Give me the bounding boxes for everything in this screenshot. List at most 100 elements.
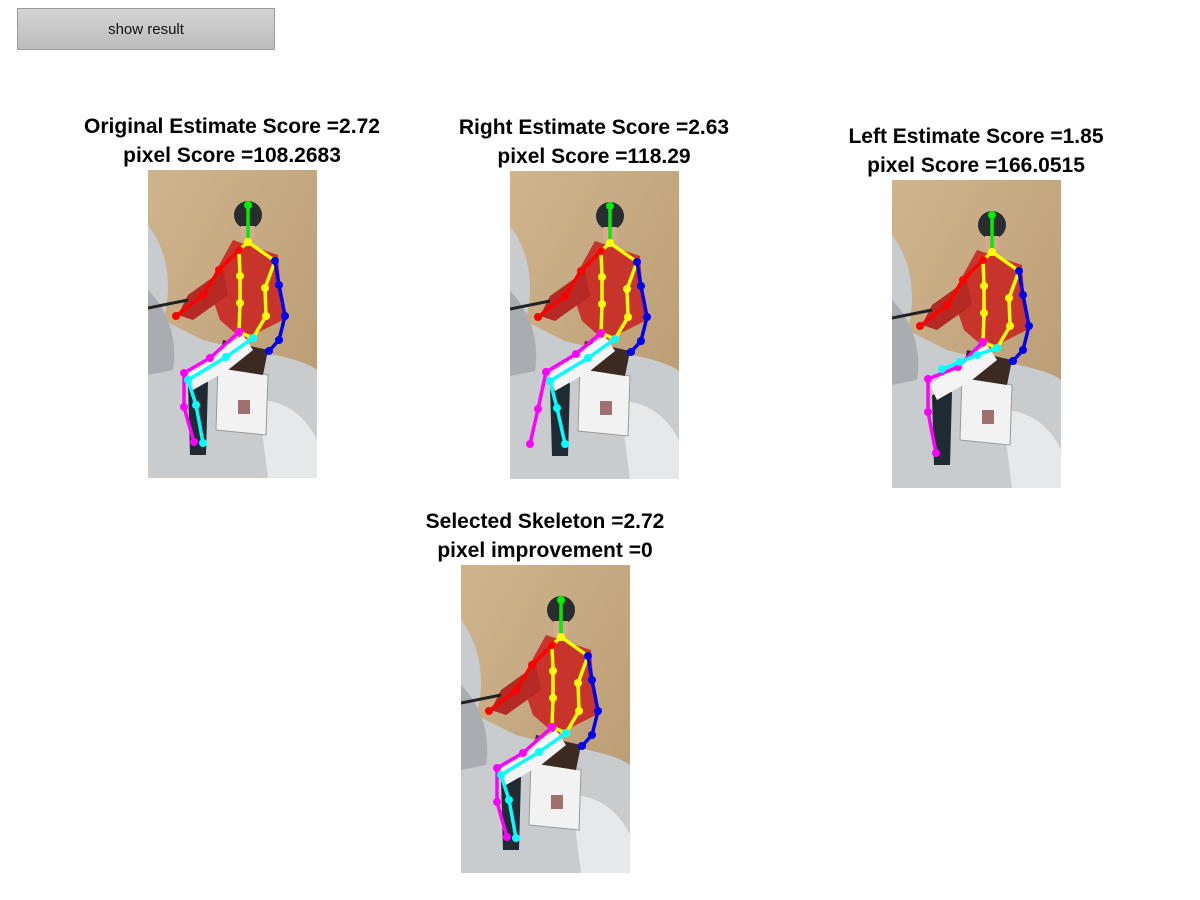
skeleton-joint xyxy=(260,284,269,292)
skeleton-joint xyxy=(571,350,580,358)
left-estimate-score: Left Estimate Score =1.85 xyxy=(848,125,1104,148)
pose-image-original xyxy=(147,170,317,478)
skeleton-joint xyxy=(205,354,214,362)
skeleton-joint xyxy=(1005,322,1014,330)
skeleton-joint xyxy=(221,353,230,361)
skeleton-joint xyxy=(548,694,557,702)
panel-original-estimate: Original Estimate Score =2.72 pixel Scor… xyxy=(62,112,402,478)
skeleton-limb-rarm xyxy=(173,248,241,318)
skeleton-joint xyxy=(992,344,1001,352)
skeleton-joint xyxy=(979,282,988,290)
skeleton-joint xyxy=(958,276,967,284)
skeleton-joint xyxy=(978,256,987,264)
skeleton-joint xyxy=(560,292,569,300)
panel-right-estimate: Right Estimate Score =2.63 pixel Score =… xyxy=(424,113,764,479)
skeleton-joint xyxy=(492,764,501,772)
pose-skeleton xyxy=(915,211,1033,457)
skeleton-joint xyxy=(248,334,257,342)
skeleton-joint xyxy=(978,338,987,346)
skeleton-joint xyxy=(574,707,583,715)
original-estimate-score: Original Estimate Score =2.72 xyxy=(84,115,380,138)
skeleton-joint xyxy=(183,376,192,384)
skeleton-joint xyxy=(583,652,592,660)
skeleton-joint xyxy=(596,329,605,337)
skeleton-joint xyxy=(626,348,635,356)
skeleton-joint xyxy=(596,247,605,255)
skeleton-joint xyxy=(937,365,946,373)
skeleton-joint xyxy=(179,369,188,377)
left-pixel-score: pixel Score =166.0515 xyxy=(867,154,1085,177)
skeleton-joint xyxy=(587,676,596,684)
skeleton-joint xyxy=(533,313,542,321)
skeleton-joint xyxy=(548,667,557,675)
skeleton-joint xyxy=(622,285,631,293)
skeleton-joint xyxy=(1024,322,1033,330)
skeleton-joint xyxy=(496,771,505,779)
skeleton-joint xyxy=(915,322,924,330)
skeleton-joint xyxy=(587,731,596,739)
skeleton-joint xyxy=(214,266,223,274)
skeleton-joint xyxy=(636,282,645,290)
skeleton-joint xyxy=(593,707,602,715)
pose-skeleton xyxy=(484,596,602,842)
selected-skeleton-score: Selected Skeleton =2.72 xyxy=(425,510,665,533)
right-pixel-score: pixel Score =118.29 xyxy=(497,145,691,168)
original-pixel-score: pixel Score =108.2683 xyxy=(123,144,341,167)
skeleton-joint xyxy=(610,335,619,343)
skeleton-joint xyxy=(987,211,996,219)
skeleton-joint xyxy=(235,272,244,280)
skeleton-joint xyxy=(597,273,606,281)
skeleton-joint xyxy=(534,748,543,756)
pose-skeleton xyxy=(525,202,651,448)
skeleton-joint xyxy=(547,641,556,649)
skeleton-joint xyxy=(511,834,520,842)
skeleton-joint xyxy=(623,313,632,321)
skeleton-joint xyxy=(1018,291,1027,299)
skeleton-joint xyxy=(280,312,289,320)
skeleton-joint xyxy=(605,239,614,247)
pose-image-selected xyxy=(460,565,630,873)
skeleton-joint xyxy=(556,633,565,641)
skeleton-joint xyxy=(1018,346,1027,354)
skeleton-joint xyxy=(527,661,536,669)
skeleton-joint xyxy=(987,248,996,256)
skeleton-limb-torso xyxy=(549,635,590,735)
skeleton-joint xyxy=(923,408,932,416)
pixel-improvement: pixel improvement =0 xyxy=(437,539,653,562)
skeleton-joint xyxy=(642,313,651,321)
skeleton-joint xyxy=(243,201,252,209)
skeleton-joint xyxy=(560,440,569,448)
pose-image-left xyxy=(891,180,1061,488)
skeleton-joint xyxy=(636,337,645,345)
skeleton-joint xyxy=(270,257,279,265)
skeleton-limb-rleg xyxy=(939,346,999,371)
skeleton-joint xyxy=(576,267,585,275)
skeleton-joint xyxy=(511,686,520,694)
skeleton-joint xyxy=(492,798,501,806)
pose-skeleton xyxy=(171,201,289,447)
skeleton-joint xyxy=(533,405,542,413)
skeleton-joint xyxy=(518,749,527,757)
skeleton-joint xyxy=(504,796,513,804)
skeleton-joint xyxy=(171,312,180,320)
skeleton-joint xyxy=(234,328,243,336)
skeleton-limb-torso xyxy=(980,250,1021,350)
skeleton-joint xyxy=(198,291,207,299)
skeleton-joint xyxy=(547,723,556,731)
skeleton-joint xyxy=(972,351,981,359)
skeleton-joint xyxy=(556,596,565,604)
skeleton-joint xyxy=(942,301,951,309)
skeleton-joint xyxy=(502,833,511,841)
skeleton-joint xyxy=(573,679,582,687)
skeleton-joint xyxy=(541,368,550,376)
skeleton-joint xyxy=(561,729,570,737)
skeleton-limb-torso xyxy=(598,241,639,341)
skeleton-joint xyxy=(274,336,283,344)
skeleton-joint xyxy=(189,438,198,446)
skeleton-joint xyxy=(234,246,243,254)
skeleton-joint xyxy=(577,742,586,750)
show-result-button[interactable]: show result xyxy=(17,8,275,50)
skeleton-joint xyxy=(484,707,493,715)
skeleton-joint xyxy=(955,358,964,366)
skeleton-joint xyxy=(191,401,200,409)
